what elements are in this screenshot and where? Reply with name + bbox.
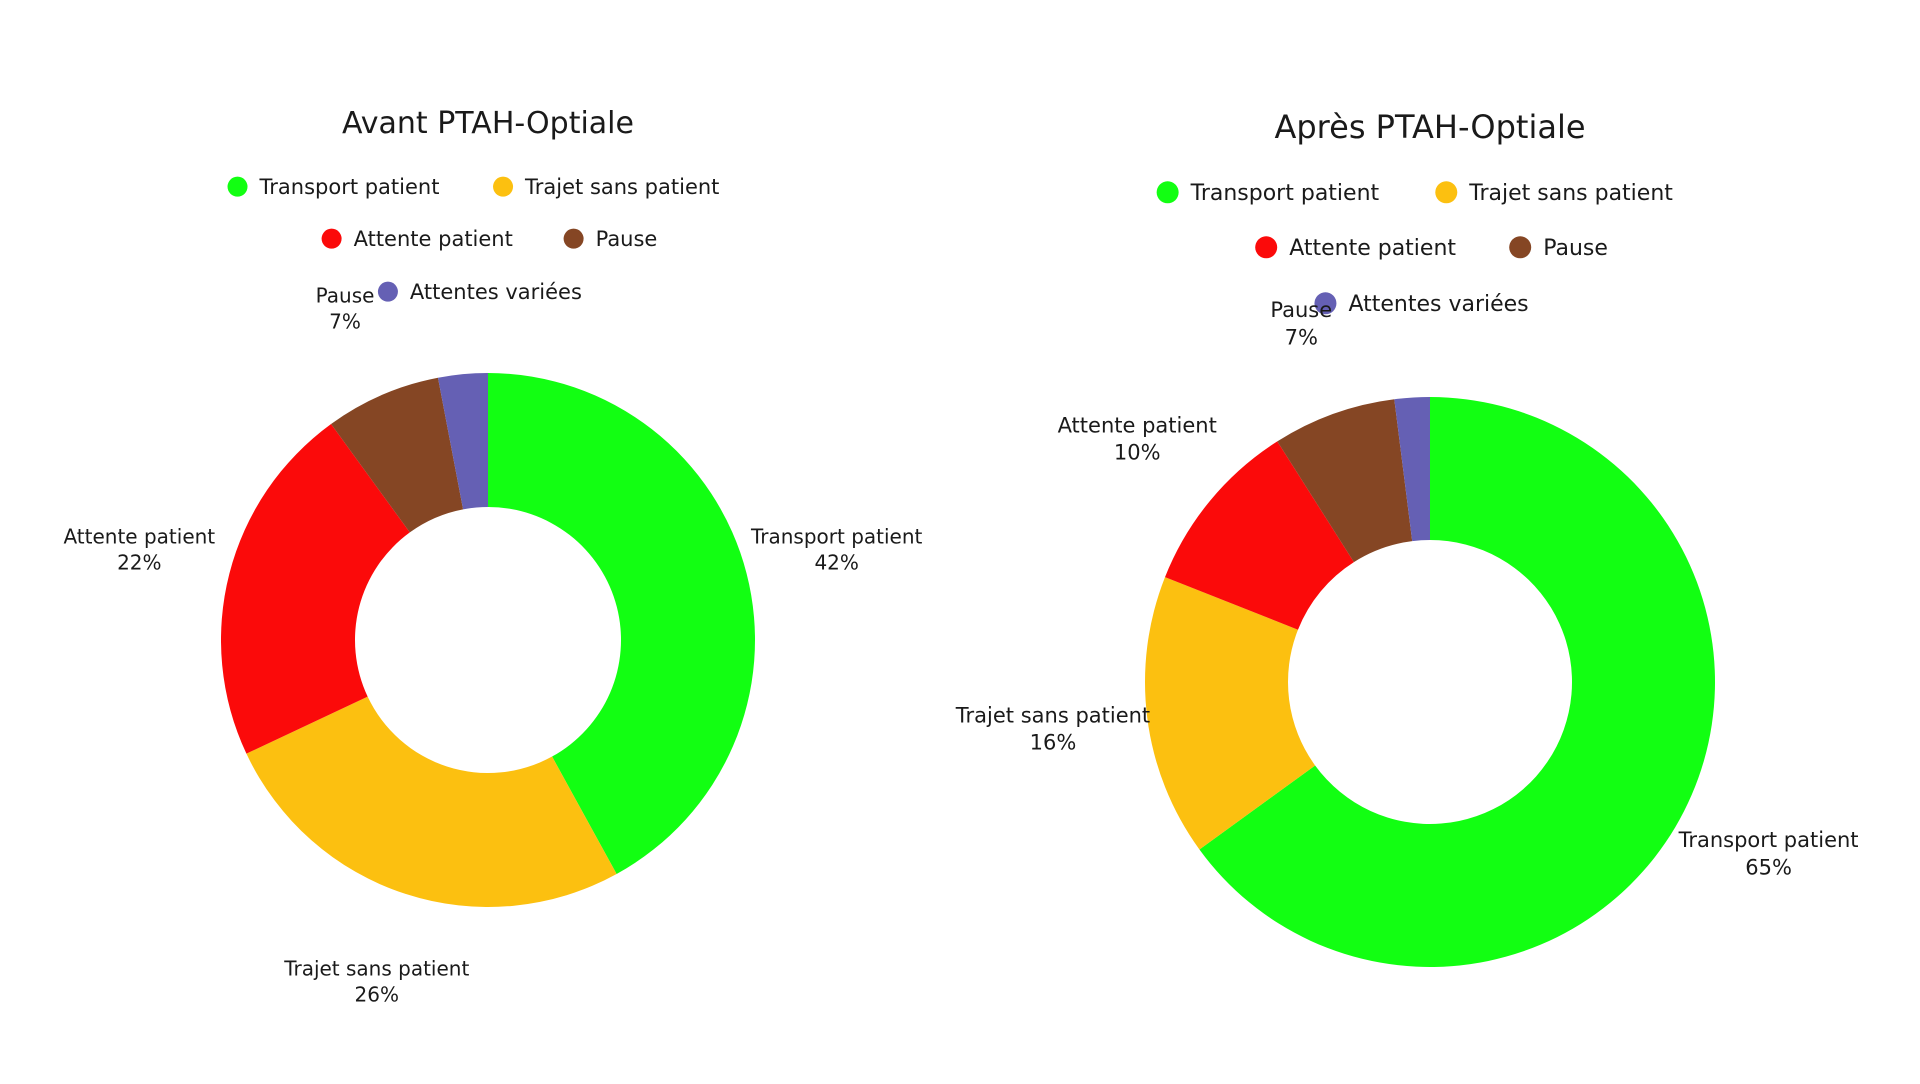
legend-item-attente-patient[interactable]: Attente patient: [1255, 236, 1456, 261]
slice-trajet-sans-patient[interactable]: [1145, 577, 1316, 850]
legend-swatch: [1314, 292, 1337, 315]
slice-label-name: Trajet sans patient: [955, 703, 1150, 727]
slice-label-name: Trajet sans patient: [283, 956, 469, 980]
slice-label-name: Transport patient: [750, 524, 923, 548]
slice-label-value: 10%: [1114, 441, 1161, 465]
legend: Transport patient Trajet sans patient Atte…: [1156, 181, 1673, 317]
chart-1: Avant PTAH-Optiale Transport patient Traje…: [63, 106, 922, 1006]
slice-label-trajet-sans-patient: Trajet sans patient 16%: [955, 703, 1150, 754]
chart-2: Après PTAH-Optiale Transport patient Traje…: [955, 108, 1859, 967]
slice-label-name: Attente patient: [1058, 413, 1217, 437]
legend-label: Transport patient: [1190, 181, 1380, 206]
slice-label-value: 7%: [1285, 325, 1318, 349]
slice-label-pause: Pause 7%: [1270, 298, 1332, 349]
legend-label: Attente patient: [354, 227, 513, 251]
slice-label-value: 7%: [329, 310, 361, 334]
legend-swatch: [563, 228, 584, 249]
legend-label: Pause: [1543, 236, 1608, 261]
slice-label-value: 65%: [1745, 855, 1792, 879]
chart-title: Après PTAH-Optiale: [1274, 108, 1585, 146]
slice-label-attente-patient: Attente patient 10%: [1058, 413, 1217, 464]
legend-item-trajet-sans-patient[interactable]: Trajet sans patient: [493, 175, 719, 199]
slice-transport-patient[interactable]: [488, 373, 755, 874]
legend-swatch: [1509, 236, 1532, 259]
legend: Transport patient Trajet sans patient Atte…: [227, 175, 719, 304]
legend-label: Pause: [596, 227, 658, 251]
legend-swatch: [321, 228, 342, 249]
slice-attentes-variees[interactable]: [1394, 397, 1430, 542]
legend-swatch: [1435, 181, 1458, 204]
slice-label-name: Pause: [316, 284, 375, 308]
slice-label-value: 42%: [814, 550, 858, 574]
legend-swatch: [493, 176, 514, 197]
legend-label: Attentes variées: [410, 280, 582, 304]
legend-label: Trajet sans patient: [524, 175, 719, 199]
legend-item-transport-patient[interactable]: Transport patient: [1156, 181, 1380, 206]
legend-label: Transport patient: [259, 175, 440, 199]
slice-label-value: 22%: [117, 550, 161, 574]
slice-label-name: Attente patient: [63, 524, 215, 548]
donut-slices: [221, 373, 755, 907]
legend-item-attentes-variees[interactable]: Attentes variées: [377, 280, 582, 304]
slice-label-name: Transport patient: [1678, 828, 1859, 852]
slice-attente-patient[interactable]: [221, 423, 410, 754]
legend-label: Attentes variées: [1348, 292, 1528, 317]
slice-pause[interactable]: [331, 377, 464, 533]
slice-attente-patient[interactable]: [1165, 441, 1354, 630]
slice-trajet-sans-patient[interactable]: [246, 696, 617, 907]
legend-item-attente-patient[interactable]: Attente patient: [321, 227, 513, 251]
donut-slices: [1145, 397, 1715, 967]
legend-item-pause[interactable]: Pause: [563, 227, 658, 251]
legend-item-attentes-variees[interactable]: Attentes variées: [1314, 292, 1529, 317]
legend-swatch: [377, 281, 398, 302]
chart-title: Avant PTAH-Optiale: [342, 106, 634, 141]
legend-item-trajet-sans-patient[interactable]: Trajet sans patient: [1435, 181, 1673, 206]
slice-label-name: Pause: [1270, 298, 1332, 322]
slice-labels: Transport patient 65% Trajet sans patient 1…: [955, 298, 1859, 879]
legend-swatch: [227, 176, 248, 197]
slice-attentes-variees[interactable]: [437, 373, 488, 510]
legend-swatch: [1255, 236, 1278, 259]
legend-swatch: [1156, 181, 1179, 204]
slice-label-transport-patient: Transport patient 65%: [1678, 828, 1859, 879]
legend-label: Attente patient: [1289, 236, 1456, 261]
legend-item-transport-patient[interactable]: Transport patient: [227, 175, 440, 199]
legend-item-pause[interactable]: Pause: [1509, 236, 1608, 261]
slice-pause[interactable]: [1277, 399, 1413, 563]
slice-label-value: 26%: [355, 982, 399, 1006]
slice-transport-patient[interactable]: [1199, 397, 1715, 967]
legend-label: Trajet sans patient: [1468, 181, 1673, 206]
slice-label-value: 16%: [1030, 731, 1077, 755]
